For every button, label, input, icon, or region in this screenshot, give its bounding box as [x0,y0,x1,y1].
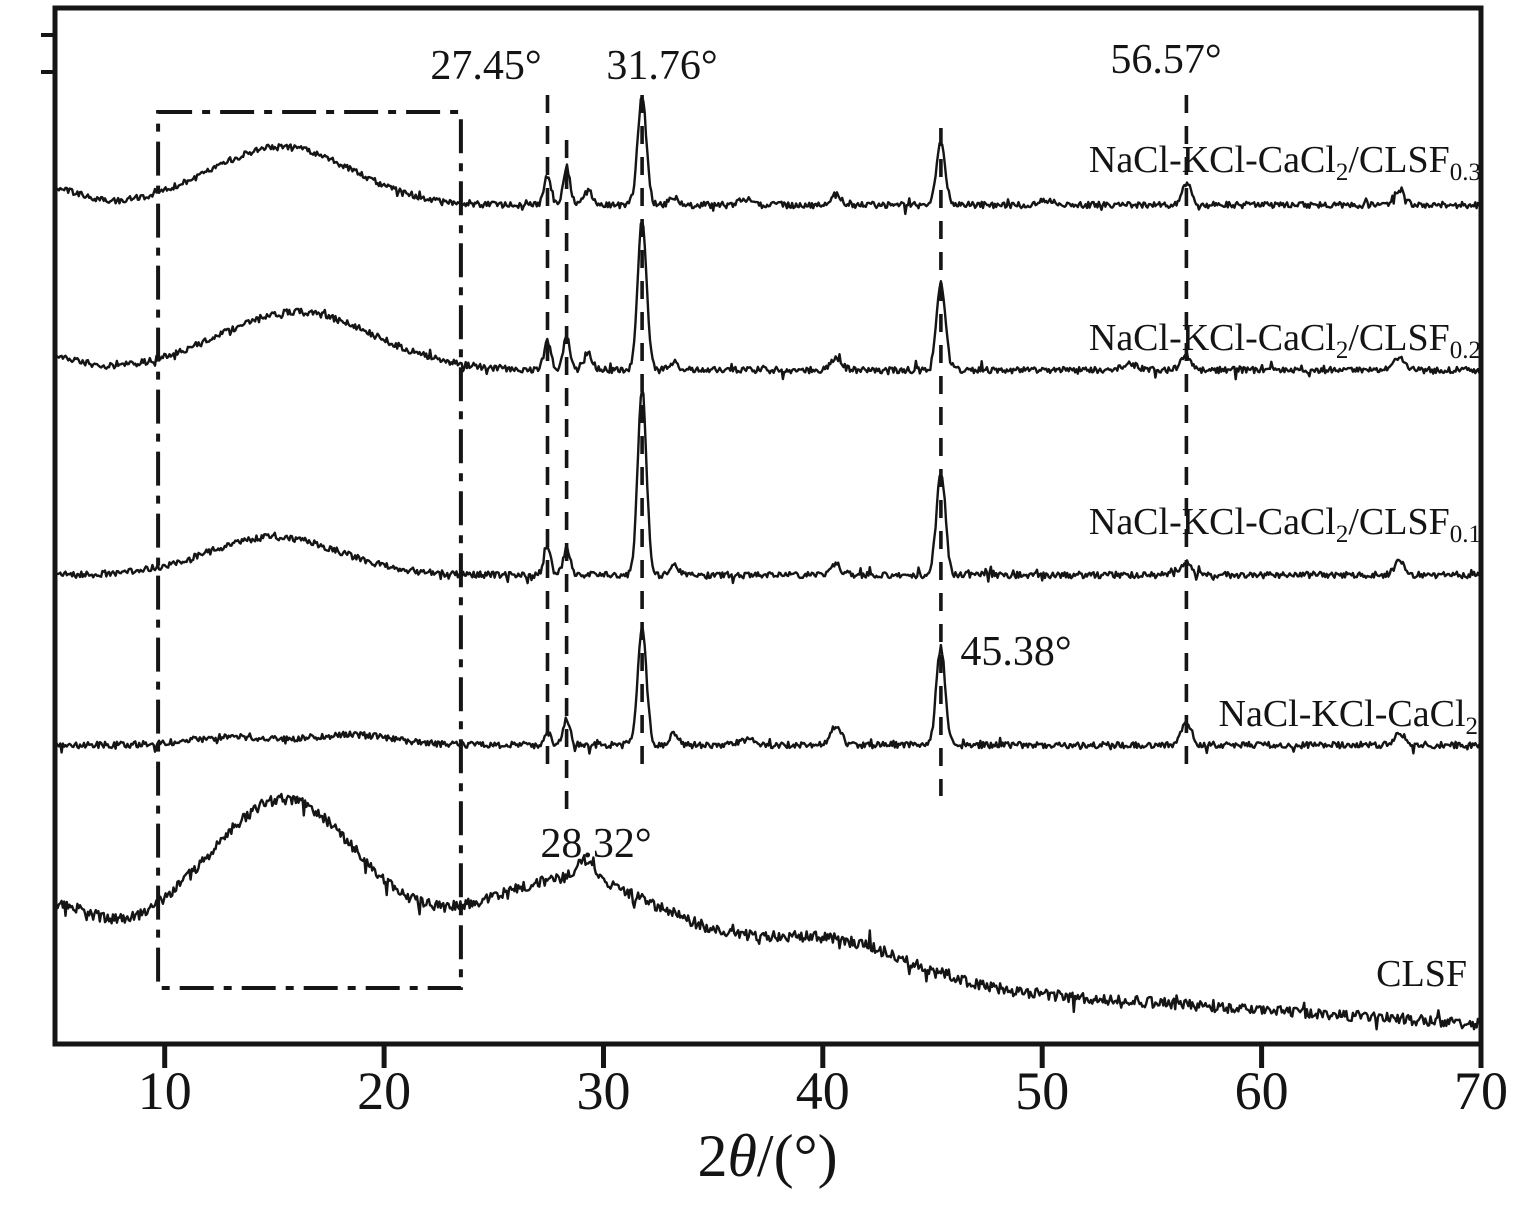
peak-annotation: 45.38° [960,629,1072,675]
series-label-subscript: 2 [1335,521,1349,548]
x-tick-label: 10 [137,1061,192,1121]
series-label-CLSF: CLSF [1376,952,1467,996]
series-label-text: NaCl-KCl-CaCl [1218,693,1466,735]
series-label-subscript: 2 [1465,713,1479,740]
series-label-text: /CLSF [1348,317,1450,359]
peak-annotation: 28.32° [540,821,652,867]
xrd-curve-NaCl-KCl-CaCl2/CLSF0.2 [57,219,1479,381]
plot-border [52,5,1484,1047]
xrd-curve-CLSF [57,792,1479,1031]
series-label-subscript: 0.2 [1449,337,1481,364]
x-tick-label: 40 [795,1061,850,1121]
series-label-text: NaCl-KCl-CaCl [1088,139,1336,181]
series-label-subscript: 0.3 [1449,159,1481,186]
x-axis-label-prefix: 2 [697,1123,728,1189]
amorphous-region-box [156,110,463,990]
x-tick-label: 70 [1454,1061,1508,1121]
series-label-subscript: 0.1 [1449,521,1481,548]
x-tick-label: 20 [357,1061,412,1121]
series-label-NaCl-KCl-CaCl2: NaCl-KCl-CaCl2 [1219,692,1478,741]
peak-annotation: 27.45° [430,43,542,89]
x-axis-label: 2θ/(°) [0,1122,1535,1191]
xrd-curve-NaCl-KCl-CaCl2/CLSF0.1 [57,388,1479,585]
series-label-text: NaCl-KCl-CaCl [1088,501,1336,543]
x-tick-label: 50 [1015,1061,1070,1121]
x-tick-label: 60 [1234,1061,1289,1121]
peak-annotation: 56.57° [1110,37,1222,83]
series-label-text: /CLSF [1348,501,1450,543]
x-tick-label: 30 [576,1061,631,1121]
peak-annotation: 31.76° [606,43,718,89]
series-label-text: NaCl-KCl-CaCl [1088,317,1336,359]
series-label-NaCl-KCl-CaCl2/CLSF0.1: NaCl-KCl-CaCl2/CLSF0.1 [1089,500,1481,549]
xrd-curve-NaCl-KCl-CaCl2/CLSF0.3 [57,95,1479,216]
series-label-text: /CLSF [1348,139,1450,181]
series-label-subscript: 2 [1335,159,1349,186]
series-label-NaCl-KCl-CaCl2/CLSF0.2: NaCl-KCl-CaCl2/CLSF0.2 [1089,316,1481,365]
xrd-curve-NaCl-KCl-CaCl2 [57,623,1479,755]
series-label-text: CLSF [1376,953,1467,995]
series-label-subscript: 2 [1335,337,1349,364]
series-label-NaCl-KCl-CaCl2/CLSF0.3: NaCl-KCl-CaCl2/CLSF0.3 [1089,138,1481,187]
x-axis-label-theta: θ [727,1123,757,1189]
x-axis-label-suffix: /(°) [756,1123,838,1189]
